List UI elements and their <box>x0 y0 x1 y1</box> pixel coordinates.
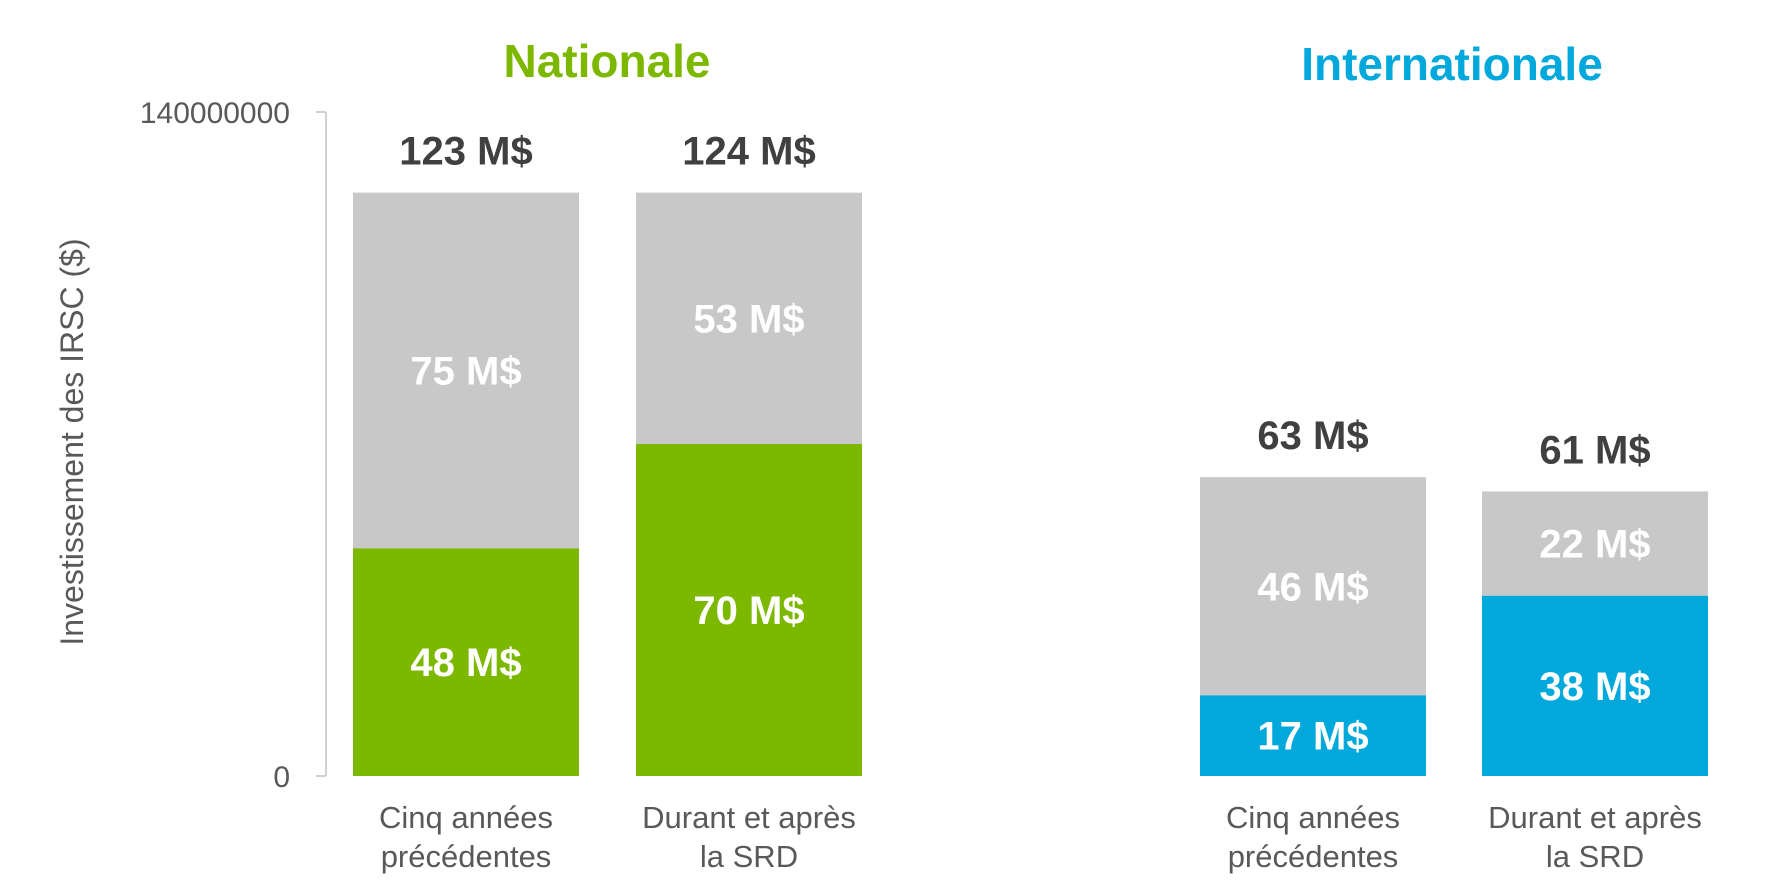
y-axis-label: Investissement des IRSC ($) <box>54 238 90 645</box>
bar-bottom-label-nationale-0: 48 M$ <box>410 641 521 685</box>
bar-top-label-nationale-0: 75 M$ <box>410 349 521 393</box>
bar-bottom-label-internationale-0: 17 M$ <box>1257 715 1368 759</box>
category-label-internationale-1-line2: la SRD <box>1546 839 1644 874</box>
bar-top-label-internationale-0: 46 M$ <box>1257 565 1368 609</box>
y-tick-label-bottom: 0 <box>273 761 290 794</box>
bar-top-internationale-1 <box>1482 491 1708 596</box>
y-tick-label-top: 140000000 <box>140 97 290 130</box>
bar-total-label-internationale-0: 63 M$ <box>1257 414 1368 458</box>
category-label-internationale-0-line1: Cinq années <box>1226 800 1400 835</box>
bar-bottom-label-nationale-1: 70 M$ <box>693 589 804 633</box>
category-label-internationale-1-line1: Durant et après <box>1488 800 1702 835</box>
category-label-nationale-1-line1: Durant et après <box>642 800 856 835</box>
bar-bottom-internationale-0 <box>1200 695 1426 776</box>
panel-title-nationale: Nationale <box>503 35 710 87</box>
bar-top-internationale-0 <box>1200 477 1426 696</box>
bar-top-nationale-1 <box>636 192 862 444</box>
category-label-nationale-0-line1: Cinq années <box>379 800 553 835</box>
bar-bottom-nationale-0 <box>353 548 579 776</box>
bar-bottom-label-internationale-1: 38 M$ <box>1539 665 1650 709</box>
category-label-nationale-0-line2: précédentes <box>381 839 552 874</box>
bars-group: 48 M$ 75 M$ 123 M$ Cinq années précédentes 70… <box>353 130 1708 874</box>
bar-total-label-internationale-1: 61 M$ <box>1539 428 1650 472</box>
bar-bottom-nationale-1 <box>636 444 862 776</box>
bar-total-label-nationale-0: 123 M$ <box>399 130 532 174</box>
bar-top-label-internationale-1: 22 M$ <box>1539 523 1650 567</box>
bar-top-label-nationale-1: 53 M$ <box>693 297 804 341</box>
bar-bottom-internationale-1 <box>1482 595 1708 776</box>
bar-top-nationale-0 <box>353 192 579 549</box>
bar-total-label-nationale-1: 124 M$ <box>682 130 815 174</box>
category-label-nationale-1-line2: la SRD <box>700 839 798 874</box>
category-label-internationale-0-line2: précédentes <box>1228 839 1399 874</box>
panel-title-internationale: Internationale <box>1301 38 1603 90</box>
